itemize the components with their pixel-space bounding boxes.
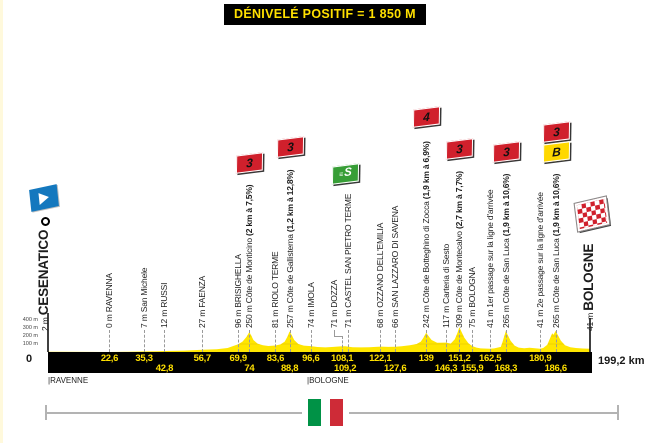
waypoint-dash-line bbox=[249, 330, 251, 352]
waypoint-dash-line bbox=[310, 330, 312, 352]
waypoint-dash-line bbox=[289, 330, 291, 352]
italy-flag-red bbox=[330, 399, 343, 426]
waypoint-dash-line bbox=[202, 330, 204, 352]
waypoint-dash-line bbox=[459, 330, 461, 352]
waypoint-dash-line bbox=[144, 330, 146, 352]
km-number: 35,3 bbox=[135, 353, 153, 364]
km-number: 22,6 bbox=[100, 353, 119, 364]
bracket-end-tick bbox=[617, 405, 619, 420]
start-elevation: 2 m bbox=[40, 317, 50, 331]
badge-text: S bbox=[344, 166, 353, 180]
km-number: 96,6 bbox=[302, 353, 320, 364]
km-number: 180,9 bbox=[529, 353, 552, 364]
km-number: 186,6 bbox=[544, 362, 568, 374]
bottom-bracket-line bbox=[349, 412, 618, 414]
waypoint-dash-line bbox=[238, 330, 240, 352]
km-number: 151,2 bbox=[448, 353, 471, 364]
waypoint-dash-line bbox=[426, 330, 428, 352]
climb-category-badge: 3 bbox=[492, 141, 520, 163]
page-edge-strip bbox=[0, 0, 3, 443]
waypoint-dash-line bbox=[395, 330, 397, 352]
waypoint-dash-line bbox=[472, 330, 474, 352]
finish-elevation: 41 m bbox=[585, 312, 595, 331]
km-number: 122,1 bbox=[369, 353, 392, 364]
km-number: 109,2 bbox=[333, 362, 357, 374]
badge-text: 3 bbox=[502, 144, 510, 160]
waypoint-dash-line bbox=[164, 330, 166, 352]
climb-category-badge: 3 bbox=[542, 121, 570, 143]
km-number: 139 bbox=[418, 353, 434, 364]
waypoint-dash-line bbox=[555, 330, 557, 352]
km-number: 56,7 bbox=[193, 353, 212, 364]
km-number: 108,1 bbox=[330, 353, 354, 364]
elevation-tick-label: 200 m bbox=[22, 333, 38, 339]
km-number: 168,3 bbox=[494, 362, 518, 374]
sprint-badge: ≡ S bbox=[332, 162, 360, 185]
waypoint-dash-line bbox=[490, 330, 492, 352]
start-name: CESENATICO bbox=[36, 229, 51, 316]
badge-text: B bbox=[551, 144, 561, 160]
waypoint-dash-line bbox=[275, 330, 277, 352]
km-number: 83,6 bbox=[266, 353, 285, 364]
elevation-gain-badge: DÉNIVELÉ POSITIF = 1 850 M bbox=[224, 4, 426, 25]
km-number: 127,6 bbox=[384, 362, 407, 374]
km-number: 88,8 bbox=[280, 362, 299, 374]
badge-text: 3 bbox=[456, 141, 464, 157]
depart-flag-triangle-icon bbox=[38, 190, 50, 206]
km-zero-label: 0 bbox=[26, 353, 33, 365]
climb-category-badge: 3 bbox=[276, 136, 304, 158]
badge-text: 3 bbox=[246, 155, 254, 171]
waypoint-dash-line bbox=[540, 330, 542, 352]
region-label: |BOLOGNE bbox=[307, 376, 349, 385]
badge-text: 4 bbox=[423, 109, 431, 125]
bottom-bracket-line bbox=[46, 412, 302, 414]
total-distance-label: 199,2 km bbox=[598, 355, 645, 367]
elevation-tick-label: 300 m bbox=[22, 325, 38, 331]
italy-flag-green bbox=[308, 399, 321, 426]
badge-text: 3 bbox=[552, 124, 560, 140]
sprint-lines-icon: ≡ bbox=[339, 170, 344, 179]
km-number: 74 bbox=[244, 362, 255, 374]
waypoint-dash-line bbox=[446, 330, 448, 352]
region-label: |RAVENNE bbox=[48, 376, 89, 385]
elevation-tick-label: 100 m bbox=[22, 341, 38, 347]
waypoint-dash-line bbox=[505, 330, 507, 352]
km-number: 162,5 bbox=[479, 353, 502, 364]
waypoint-dash-line bbox=[109, 330, 111, 352]
km-number: 69,9 bbox=[229, 353, 248, 364]
waypoint-dash-line bbox=[380, 330, 382, 352]
bracket-start-tick bbox=[45, 405, 47, 420]
km-number: 155,9 bbox=[461, 362, 484, 374]
profile-area bbox=[48, 327, 590, 352]
elevation-tick-label: 400 m bbox=[22, 317, 38, 323]
finish-name: BOLOGNE bbox=[581, 243, 596, 311]
distance-bar bbox=[48, 352, 592, 373]
badge-text: 3 bbox=[286, 139, 294, 155]
waypoint-dash-line bbox=[342, 336, 344, 352]
climb-category-badge: 3 bbox=[236, 152, 264, 175]
depart-ring-icon bbox=[41, 217, 50, 226]
km-number: 146,3 bbox=[434, 362, 458, 374]
waypoint-elbow-connector bbox=[334, 330, 344, 337]
waypoint-dash-line bbox=[348, 330, 350, 352]
bonus-badge: B bbox=[542, 141, 570, 163]
climb-category-badge: 3 bbox=[446, 138, 474, 160]
km-number: 42,8 bbox=[155, 362, 174, 374]
